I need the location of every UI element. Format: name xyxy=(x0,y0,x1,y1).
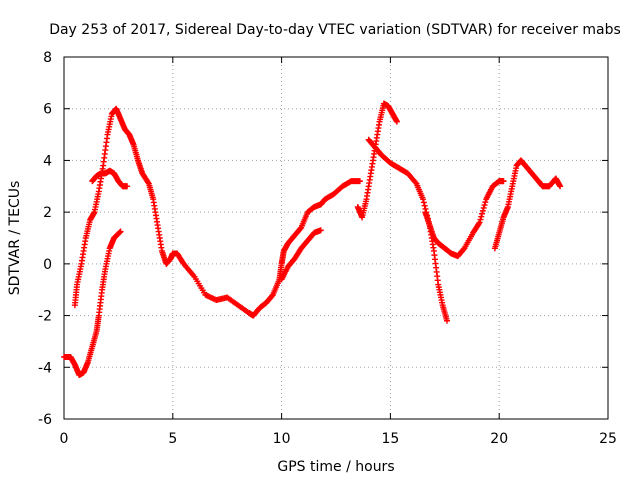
data-point xyxy=(480,204,487,211)
x-tick-label: 15 xyxy=(381,431,399,447)
data-point xyxy=(557,183,564,190)
series-arc-19-8-23h xyxy=(491,157,564,252)
series-arc-near-10-5h xyxy=(278,227,324,283)
data-marks xyxy=(61,100,564,379)
data-point xyxy=(479,207,486,214)
series-main-arc xyxy=(71,105,363,319)
grid-lines xyxy=(64,57,608,419)
x-tick-label: 20 xyxy=(490,431,508,447)
data-point xyxy=(420,199,427,206)
y-tick-label: -4 xyxy=(38,360,52,376)
series-falling-arc-14-17-6h xyxy=(365,136,450,324)
data-point xyxy=(478,213,485,220)
x-axis-label: GPS time / hours xyxy=(277,459,394,475)
series-short-arc-near-1-5h xyxy=(89,167,131,190)
data-point xyxy=(117,228,124,235)
data-point xyxy=(477,216,484,223)
y-tick-label: -6 xyxy=(38,412,52,428)
series-low-arc xyxy=(61,228,124,379)
data-point xyxy=(482,199,489,206)
data-point xyxy=(412,179,419,186)
axis-ticks: 0 5 10 15 20 25 -6 -4 -2 0 2 4 6 8 xyxy=(38,50,617,447)
y-tick-label: 2 xyxy=(43,205,52,221)
data-point xyxy=(124,183,131,190)
y-tick-label: -2 xyxy=(38,309,52,325)
series-arc-16-20h xyxy=(422,178,507,260)
series-arc-near-14h xyxy=(354,100,400,221)
data-point xyxy=(420,196,427,203)
data-point xyxy=(421,202,428,209)
y-tick-label: 6 xyxy=(43,102,52,118)
chart-title: Day 253 of 2017, Sidereal Day-to-day VTE… xyxy=(49,22,621,38)
x-tick-label: 0 xyxy=(60,431,69,447)
data-point xyxy=(479,210,486,217)
data-point xyxy=(145,179,152,186)
data-point xyxy=(356,178,363,185)
plot-frame xyxy=(63,56,609,420)
y-axis-label: SDTVAR / TECUs xyxy=(7,181,23,296)
data-point xyxy=(475,220,482,227)
data-point xyxy=(481,202,488,209)
data-point xyxy=(393,118,400,125)
data-point xyxy=(500,178,507,185)
y-tick-label: 0 xyxy=(43,257,52,273)
data-point xyxy=(476,219,483,226)
data-point xyxy=(116,229,123,236)
x-tick-label: 10 xyxy=(273,431,291,447)
y-tick-label: 4 xyxy=(43,153,52,169)
data-point xyxy=(443,317,450,324)
data-point xyxy=(317,227,324,234)
x-tick-label: 5 xyxy=(168,431,177,447)
x-tick-label: 25 xyxy=(599,431,617,447)
y-tick-label: 8 xyxy=(43,50,52,66)
